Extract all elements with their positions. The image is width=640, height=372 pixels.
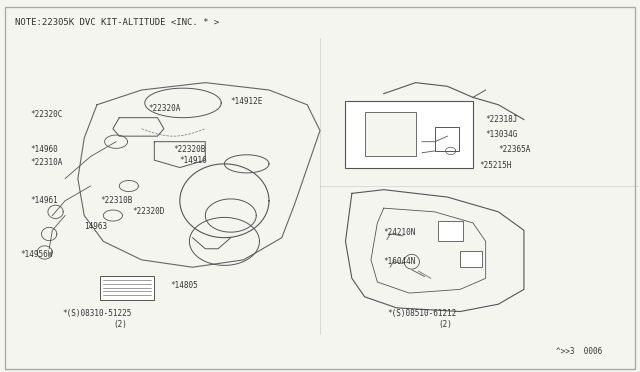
Text: 14963: 14963 bbox=[84, 222, 108, 231]
Text: *22310A: *22310A bbox=[30, 157, 63, 167]
Text: *22320B: *22320B bbox=[173, 145, 206, 154]
Text: *13034G: *13034G bbox=[486, 130, 518, 139]
Text: *16044N: *16044N bbox=[384, 257, 416, 266]
Text: *25215H: *25215H bbox=[479, 161, 512, 170]
Text: *22320A: *22320A bbox=[148, 104, 180, 113]
Text: NOTE:22305K DVC KIT-ALTITUDE <INC. * >: NOTE:22305K DVC KIT-ALTITUDE <INC. * > bbox=[15, 18, 220, 28]
FancyBboxPatch shape bbox=[346, 101, 473, 167]
Text: (2): (2) bbox=[113, 320, 127, 329]
Text: *22320C: *22320C bbox=[30, 109, 63, 119]
Text: *22310B: *22310B bbox=[100, 196, 132, 205]
Text: *14916: *14916 bbox=[180, 155, 207, 165]
FancyBboxPatch shape bbox=[365, 112, 415, 157]
Text: *14805: *14805 bbox=[170, 281, 198, 290]
Text: *14960: *14960 bbox=[30, 145, 58, 154]
FancyBboxPatch shape bbox=[435, 127, 459, 151]
Text: *22318J: *22318J bbox=[486, 115, 518, 124]
Text: *(S)08510-61212: *(S)08510-61212 bbox=[387, 309, 456, 318]
Text: *(S)08310-51225: *(S)08310-51225 bbox=[62, 309, 131, 318]
FancyBboxPatch shape bbox=[100, 276, 154, 301]
Text: *22365A: *22365A bbox=[499, 145, 531, 154]
Text: *14961: *14961 bbox=[30, 196, 58, 205]
FancyBboxPatch shape bbox=[438, 221, 463, 241]
Text: (2): (2) bbox=[438, 320, 452, 329]
Text: *22320D: *22320D bbox=[132, 207, 164, 217]
Text: ^>>3  0006: ^>>3 0006 bbox=[556, 347, 602, 356]
FancyBboxPatch shape bbox=[460, 251, 483, 267]
Text: *14912E: *14912E bbox=[231, 97, 263, 106]
Text: *24210N: *24210N bbox=[384, 228, 416, 237]
Text: *14956W: *14956W bbox=[20, 250, 53, 259]
